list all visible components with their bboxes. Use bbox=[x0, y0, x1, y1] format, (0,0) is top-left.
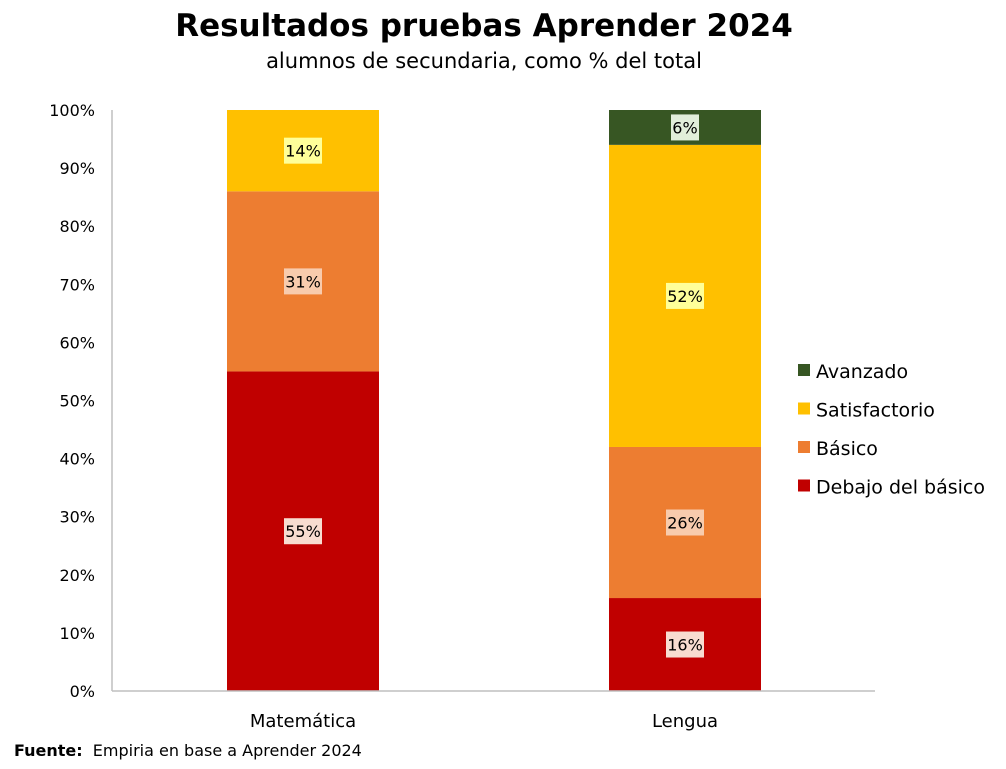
chart-title: Resultados pruebas Aprender 2024 bbox=[175, 8, 793, 44]
y-tick-label: 10% bbox=[59, 624, 95, 643]
data-label-box bbox=[671, 114, 699, 141]
legend-label: Debajo del básico bbox=[816, 477, 985, 499]
y-tick-label: 100% bbox=[49, 101, 95, 120]
data-label-box bbox=[666, 509, 704, 536]
source-note: Fuente: Empiria en base a Aprender 2024 bbox=[14, 741, 362, 760]
data-label-box bbox=[284, 137, 322, 164]
data-label-box bbox=[284, 268, 322, 295]
y-tick-label: 40% bbox=[59, 450, 95, 469]
legend-swatch bbox=[798, 402, 810, 415]
data-label-box bbox=[284, 518, 322, 545]
legend-label: Avanzado bbox=[816, 361, 908, 383]
source-label: Fuente: bbox=[14, 741, 83, 760]
data-label: 6% bbox=[672, 118, 697, 137]
data-label: 55% bbox=[285, 522, 321, 541]
legend-item: Básico bbox=[798, 438, 878, 460]
x-category-label: Matemática bbox=[250, 711, 356, 732]
chart-subtitle: alumnos de secundaria, como % del total bbox=[266, 49, 702, 73]
y-tick-label: 30% bbox=[59, 508, 95, 527]
bars: 55% 31% 14% 16% 26% 52% 6% bbox=[227, 110, 761, 691]
legend-label: Básico bbox=[816, 438, 878, 460]
y-tick-label: 20% bbox=[59, 566, 95, 585]
y-axis: 0% 10% 20% 30% 40% 50% 60% 70% 80% 90% 100% bbox=[49, 101, 113, 701]
legend-swatch bbox=[798, 364, 810, 376]
x-axis: Matemática Lengua bbox=[112, 690, 875, 732]
x-category-label: Lengua bbox=[652, 711, 718, 732]
y-tick-label: 70% bbox=[59, 275, 95, 294]
source-text: Empiria en base a Aprender 2024 bbox=[93, 741, 362, 760]
legend-item: Avanzado bbox=[798, 361, 908, 383]
y-tick-label: 90% bbox=[59, 159, 95, 178]
data-label: 31% bbox=[285, 272, 321, 291]
data-label: 52% bbox=[667, 287, 703, 306]
data-label-box bbox=[666, 631, 704, 658]
y-tick-label: 80% bbox=[59, 217, 95, 236]
y-tick-label: 0% bbox=[70, 682, 95, 701]
legend-item: Debajo del básico bbox=[798, 477, 985, 499]
legend: Avanzado Satisfactorio Básico Debajo del bá… bbox=[798, 361, 985, 499]
legend-label: Satisfactorio bbox=[816, 400, 935, 422]
legend-item: Satisfactorio bbox=[798, 400, 935, 422]
legend-swatch bbox=[798, 441, 810, 453]
data-label-box bbox=[666, 282, 704, 309]
data-label: 16% bbox=[667, 636, 703, 655]
y-tick-label: 60% bbox=[59, 333, 95, 352]
data-label: 26% bbox=[667, 514, 703, 533]
y-tick-label: 50% bbox=[59, 392, 95, 411]
legend-swatch bbox=[798, 479, 810, 492]
data-label: 14% bbox=[285, 142, 321, 161]
